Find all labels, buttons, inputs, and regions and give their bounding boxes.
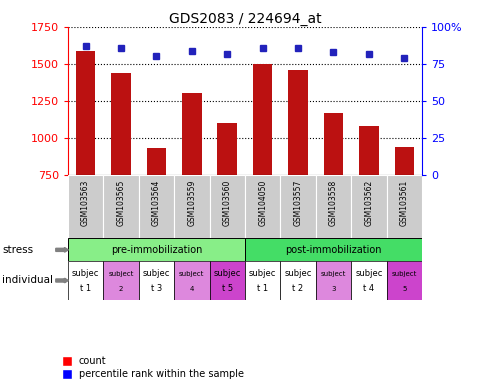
Bar bbox=[315, 175, 350, 238]
Bar bbox=[182, 93, 201, 175]
Text: subjec: subjec bbox=[213, 269, 241, 278]
Text: subjec: subjec bbox=[284, 269, 311, 278]
Text: t 2: t 2 bbox=[292, 285, 303, 293]
Bar bbox=[146, 148, 166, 175]
Text: subjec: subjec bbox=[354, 269, 382, 278]
Bar bbox=[393, 147, 413, 175]
Bar bbox=[209, 262, 244, 300]
Bar bbox=[350, 175, 386, 238]
Title: GDS2083 / 224694_at: GDS2083 / 224694_at bbox=[168, 12, 320, 26]
Text: 4: 4 bbox=[189, 286, 194, 292]
Bar bbox=[350, 262, 386, 300]
Text: subjec: subjec bbox=[72, 269, 99, 278]
Text: GSM103564: GSM103564 bbox=[151, 180, 161, 226]
Bar bbox=[287, 70, 307, 175]
Text: GSM103560: GSM103560 bbox=[222, 180, 231, 226]
Text: GSM103559: GSM103559 bbox=[187, 180, 196, 226]
Bar bbox=[244, 175, 280, 238]
Bar bbox=[323, 113, 343, 175]
Bar bbox=[315, 262, 350, 300]
Text: t 1: t 1 bbox=[257, 285, 268, 293]
Bar bbox=[76, 51, 95, 175]
Bar bbox=[358, 126, 378, 175]
Text: GSM103565: GSM103565 bbox=[116, 180, 125, 226]
Text: individual: individual bbox=[2, 275, 53, 285]
Text: subjec: subjec bbox=[248, 269, 276, 278]
Bar bbox=[68, 238, 244, 262]
Text: t 5: t 5 bbox=[221, 285, 232, 293]
Text: pre-immobilization: pre-immobilization bbox=[110, 245, 202, 255]
Text: stress: stress bbox=[2, 245, 33, 255]
Text: subject: subject bbox=[179, 271, 204, 276]
Text: GSM103563: GSM103563 bbox=[81, 180, 90, 226]
Bar bbox=[111, 73, 131, 175]
Text: 2: 2 bbox=[119, 286, 123, 292]
Text: GSM103557: GSM103557 bbox=[293, 180, 302, 226]
Bar bbox=[386, 175, 421, 238]
Text: 5: 5 bbox=[401, 286, 406, 292]
Text: GSM103558: GSM103558 bbox=[328, 180, 337, 226]
Text: GSM104050: GSM104050 bbox=[257, 180, 267, 226]
Bar bbox=[252, 64, 272, 175]
Text: t 1: t 1 bbox=[80, 285, 91, 293]
Bar bbox=[174, 175, 209, 238]
Text: subjec: subjec bbox=[142, 269, 170, 278]
Bar bbox=[280, 262, 315, 300]
Bar bbox=[244, 238, 421, 262]
Bar bbox=[280, 175, 315, 238]
Text: 3: 3 bbox=[331, 286, 335, 292]
Text: GSM103561: GSM103561 bbox=[399, 180, 408, 226]
Bar bbox=[217, 123, 237, 175]
Text: t 4: t 4 bbox=[363, 285, 374, 293]
Legend: count, percentile rank within the sample: count, percentile rank within the sample bbox=[63, 356, 243, 379]
Text: subject: subject bbox=[320, 271, 346, 276]
Bar bbox=[103, 175, 138, 238]
Bar bbox=[174, 262, 209, 300]
Bar bbox=[138, 175, 174, 238]
Text: subject: subject bbox=[108, 271, 134, 276]
Text: subject: subject bbox=[391, 271, 416, 276]
Text: GSM103562: GSM103562 bbox=[363, 180, 373, 226]
Bar bbox=[244, 262, 280, 300]
Bar bbox=[138, 262, 174, 300]
Bar bbox=[68, 175, 103, 238]
Bar bbox=[68, 262, 103, 300]
Text: post-immobilization: post-immobilization bbox=[285, 245, 381, 255]
Bar bbox=[209, 175, 244, 238]
Bar bbox=[103, 262, 138, 300]
Text: t 3: t 3 bbox=[151, 285, 162, 293]
Bar bbox=[386, 262, 421, 300]
